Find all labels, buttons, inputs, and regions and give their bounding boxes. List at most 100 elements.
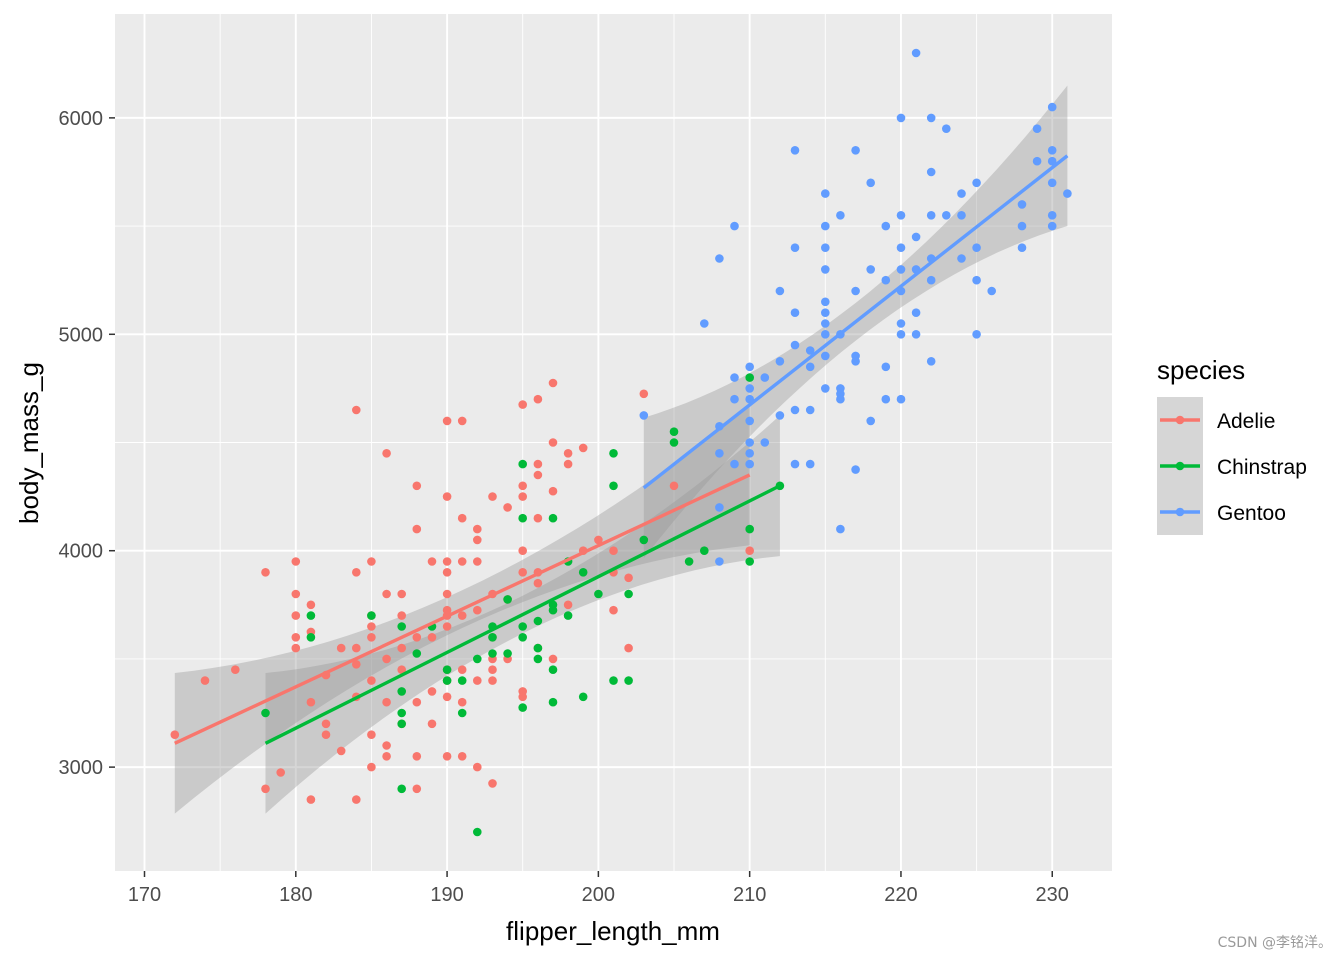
point-adelie (170, 730, 180, 739)
point-gentoo (775, 411, 785, 420)
point-gentoo (851, 146, 860, 155)
point-gentoo (836, 524, 845, 534)
point-chinstrap (624, 676, 633, 685)
point-gentoo (745, 362, 754, 372)
point-chinstrap (412, 649, 422, 658)
point-gentoo (926, 167, 936, 177)
legend-point-chinstrap (1175, 461, 1185, 471)
point-adelie (231, 665, 240, 674)
point-chinstrap (669, 427, 679, 437)
point-adelie (382, 654, 391, 664)
point-adelie (306, 697, 316, 707)
point-chinstrap (518, 459, 527, 469)
point-adelie (533, 394, 543, 404)
point-adelie (609, 605, 618, 615)
point-adelie (397, 589, 407, 599)
point-adelie (624, 643, 633, 653)
point-adelie (336, 746, 346, 756)
point-chinstrap (578, 692, 588, 702)
point-chinstrap (306, 633, 316, 642)
legend-point-adelie (1175, 415, 1185, 425)
point-adelie (563, 600, 573, 610)
point-adelie (412, 481, 422, 491)
point-adelie (518, 492, 527, 501)
point-adelie (412, 524, 422, 534)
point-adelie (669, 481, 679, 491)
point-adelie (382, 752, 391, 761)
point-adelie (442, 589, 452, 599)
x-tick-label: 230 (1036, 884, 1069, 906)
point-chinstrap (578, 568, 588, 577)
point-gentoo (896, 211, 906, 220)
point-adelie (261, 784, 270, 794)
point-gentoo (957, 254, 966, 263)
point-gentoo (1032, 124, 1042, 133)
point-chinstrap (684, 557, 694, 566)
point-chinstrap (457, 708, 467, 718)
point-gentoo (896, 330, 906, 339)
point-gentoo (730, 221, 739, 231)
point-adelie (412, 633, 422, 642)
point-gentoo (760, 373, 770, 382)
point-adelie (488, 492, 497, 501)
point-adelie (352, 405, 361, 415)
point-chinstrap (624, 589, 633, 599)
point-chinstrap (533, 654, 543, 664)
point-adelie (473, 762, 482, 772)
point-chinstrap (397, 708, 407, 718)
point-gentoo (745, 459, 754, 469)
point-adelie (518, 692, 527, 702)
legend-label-chinstrap: Chinstrap (1217, 456, 1307, 479)
point-adelie (457, 752, 467, 761)
point-gentoo (911, 232, 921, 242)
point-gentoo (1047, 156, 1057, 166)
point-gentoo (972, 243, 981, 252)
point-adelie (382, 449, 391, 458)
x-tick-label: 200 (582, 884, 615, 906)
fit-line-gentoo (642, 154, 1069, 490)
point-gentoo (896, 113, 906, 123)
point-gentoo (926, 113, 936, 123)
point-adelie (367, 622, 376, 631)
point-gentoo (957, 211, 966, 220)
point-adelie (276, 768, 286, 777)
point-adelie (548, 654, 558, 664)
point-chinstrap (503, 595, 512, 604)
point-gentoo (896, 394, 906, 404)
point-chinstrap (548, 605, 558, 615)
point-adelie (457, 611, 467, 620)
point-gentoo (1017, 243, 1027, 252)
point-adelie (473, 605, 482, 615)
point-adelie (518, 568, 527, 577)
point-adelie (367, 762, 376, 772)
point-adelie (488, 779, 497, 788)
x-tick-label: 220 (884, 884, 917, 906)
point-adelie (442, 568, 452, 577)
point-gentoo (821, 384, 830, 393)
minor-gridlines (115, 14, 1112, 871)
point-adelie (473, 524, 482, 534)
point-adelie (442, 416, 452, 426)
point-gentoo (805, 405, 815, 415)
point-gentoo (866, 416, 875, 426)
point-gentoo (775, 357, 785, 366)
point-adelie (382, 589, 391, 599)
point-adelie (548, 438, 558, 447)
point-chinstrap (503, 649, 512, 658)
point-adelie (352, 795, 361, 804)
point-adelie (291, 557, 301, 566)
point-gentoo (730, 394, 739, 404)
point-adelie (427, 687, 437, 696)
point-adelie (563, 449, 573, 458)
point-gentoo (1017, 200, 1027, 209)
point-chinstrap (533, 643, 543, 653)
point-gentoo (790, 405, 800, 415)
point-chinstrap (473, 827, 482, 837)
point-chinstrap (548, 665, 558, 674)
point-adelie (503, 503, 512, 512)
point-adelie (518, 400, 527, 409)
point-chinstrap (518, 622, 527, 631)
point-adelie (397, 665, 407, 674)
point-gentoo (911, 308, 921, 318)
point-adelie (473, 535, 482, 545)
